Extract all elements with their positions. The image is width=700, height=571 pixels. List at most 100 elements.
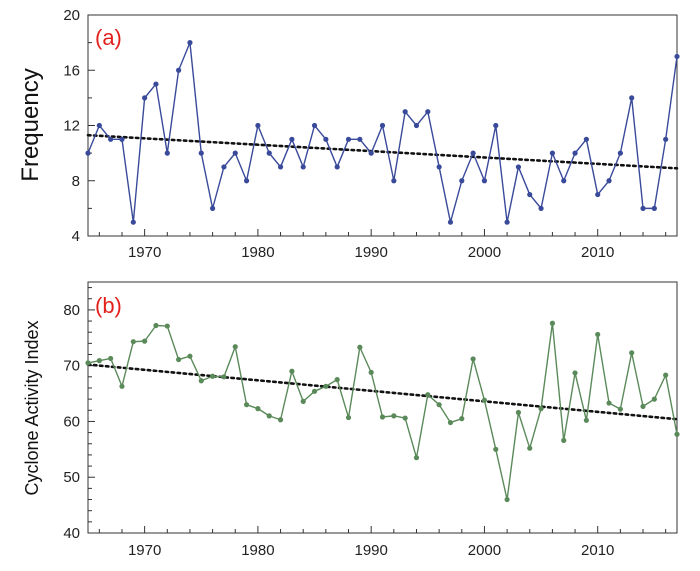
data-point xyxy=(289,368,295,374)
data-point xyxy=(198,378,204,384)
data-point xyxy=(357,344,363,350)
y-tick-label: 40 xyxy=(63,525,80,542)
x-tick-label: 1990 xyxy=(354,244,387,261)
trend-line xyxy=(86,133,679,170)
data-point xyxy=(538,205,544,211)
data-point xyxy=(504,219,510,225)
y-tick-label: 50 xyxy=(63,469,80,486)
data-point xyxy=(277,164,284,170)
x-tick-label: 1970 xyxy=(128,244,161,261)
data-point xyxy=(391,413,397,419)
data-point xyxy=(391,178,397,184)
data-point xyxy=(459,178,465,184)
data-point xyxy=(425,392,431,398)
data-point xyxy=(640,205,646,211)
data-point xyxy=(153,322,159,329)
data-point xyxy=(515,409,522,416)
data-point xyxy=(447,219,454,225)
data-point xyxy=(470,150,476,156)
data-point xyxy=(164,150,170,156)
data-point xyxy=(221,164,227,170)
data-point xyxy=(447,419,454,426)
data-point xyxy=(130,339,136,345)
data-point xyxy=(572,150,578,156)
data-point xyxy=(142,95,148,101)
data-point xyxy=(379,122,386,129)
x-tick-label: 1980 xyxy=(241,542,274,559)
data-point xyxy=(617,406,623,412)
data-point xyxy=(209,373,216,379)
data-point xyxy=(561,178,567,184)
data-point xyxy=(255,406,261,412)
data-point xyxy=(176,356,182,363)
data-point xyxy=(176,67,182,73)
data-point xyxy=(108,136,114,142)
y-tick-label: 12 xyxy=(63,118,80,135)
data-point xyxy=(493,446,499,452)
data-point xyxy=(583,417,589,423)
data-point xyxy=(130,219,136,225)
panel-label: (a) xyxy=(95,25,122,50)
data-point xyxy=(232,150,238,156)
data-point xyxy=(595,191,601,198)
data-point xyxy=(368,150,374,156)
data-point xyxy=(640,403,646,409)
data-point xyxy=(357,136,363,142)
data-point xyxy=(572,370,578,376)
data-point xyxy=(606,178,612,184)
data-point xyxy=(209,205,216,211)
data-point xyxy=(311,122,318,129)
data-point xyxy=(493,122,499,129)
data-point xyxy=(85,150,91,156)
data-point xyxy=(119,383,125,389)
data-point xyxy=(334,377,340,383)
data-point xyxy=(629,350,635,356)
data-point xyxy=(549,150,556,156)
y-tick-label: 20 xyxy=(63,7,80,24)
x-tick-label: 1980 xyxy=(241,244,274,261)
data-point xyxy=(119,136,125,142)
data-point xyxy=(436,402,442,408)
data-point xyxy=(561,437,567,444)
x-tick-label: 1970 xyxy=(128,542,161,559)
data-point xyxy=(221,374,227,380)
data-point xyxy=(674,431,680,437)
panel-a: 1970 1980 1990 2000 2010 4 8 12 16 20 Frequency (a) xyxy=(17,7,680,261)
data-point xyxy=(300,164,306,170)
data-point xyxy=(413,455,420,461)
data-point xyxy=(187,40,193,46)
data-point xyxy=(368,369,374,375)
data-point xyxy=(651,205,657,211)
data-point xyxy=(425,109,431,115)
data-point xyxy=(379,414,386,420)
data-point xyxy=(300,398,306,404)
data-point xyxy=(198,150,204,156)
y-tick-label: 60 xyxy=(63,413,80,430)
data-point xyxy=(606,400,612,406)
data-point xyxy=(96,358,102,364)
data-point xyxy=(334,164,340,170)
plot-frame xyxy=(87,281,678,534)
data-point xyxy=(527,191,533,198)
y-tick-label: 4 xyxy=(72,228,80,245)
panel-label: (b) xyxy=(95,293,122,318)
x-tick-label: 1990 xyxy=(354,542,387,559)
data-point xyxy=(481,178,488,184)
data-point xyxy=(85,360,91,366)
data-point xyxy=(549,320,556,326)
data-point xyxy=(436,164,442,170)
data-point xyxy=(629,95,635,101)
data-point xyxy=(663,136,669,142)
data-point xyxy=(583,136,589,142)
y-tick-label: 70 xyxy=(63,358,80,375)
y-tick-label: 8 xyxy=(72,173,80,190)
data-point xyxy=(266,150,272,156)
data-point xyxy=(674,53,680,60)
data-point xyxy=(243,178,250,184)
data-point xyxy=(345,136,352,142)
data-point xyxy=(277,417,284,423)
data-point xyxy=(232,344,238,350)
data-point xyxy=(108,355,114,362)
data-point xyxy=(255,122,261,129)
